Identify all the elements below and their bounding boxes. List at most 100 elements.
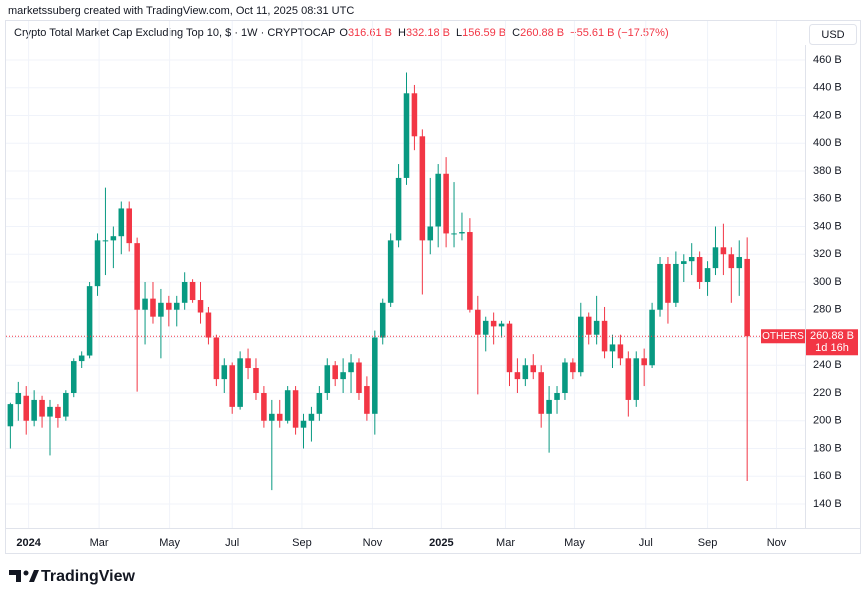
candle-body xyxy=(649,309,655,366)
x-tick-label: Nov xyxy=(363,537,383,549)
y-tick-label: 420 B xyxy=(813,109,842,121)
candle-body xyxy=(142,298,148,310)
legend-value: 332.18 B xyxy=(406,27,450,39)
x-tick-label: 2025 xyxy=(429,537,453,549)
y-tick-label: 320 B xyxy=(813,248,842,260)
candle-body xyxy=(482,320,489,335)
candle-body xyxy=(181,281,188,303)
candle-body xyxy=(189,281,196,301)
candle-body xyxy=(744,258,750,337)
candle-body xyxy=(173,302,180,310)
countdown-label: 1d 16h xyxy=(815,342,849,354)
candle-body xyxy=(15,392,22,405)
candle-body xyxy=(609,344,616,352)
candle-body xyxy=(237,358,243,407)
symbol-tag-label: OTHERS xyxy=(762,331,804,342)
candle-body xyxy=(712,247,719,269)
legend-key: H xyxy=(398,27,406,39)
candle-body xyxy=(166,302,172,310)
candle-body xyxy=(601,320,608,352)
candle-body xyxy=(673,263,679,303)
candle-body xyxy=(7,404,14,427)
candle-body xyxy=(63,392,69,417)
candle-body xyxy=(443,173,449,234)
candle-body xyxy=(506,323,513,373)
candle-body xyxy=(387,240,394,303)
candle-body xyxy=(134,243,140,310)
y-tick-label: 280 B xyxy=(813,304,842,316)
header: marketssuberg created with TradingView.c… xyxy=(8,5,354,17)
candle-body xyxy=(395,177,402,241)
legend-value: 156.59 B xyxy=(462,27,506,39)
candle-body xyxy=(86,286,93,356)
candle-body xyxy=(467,232,473,310)
candle-body xyxy=(245,358,251,369)
candle-body xyxy=(348,362,354,373)
candle-body xyxy=(324,365,331,393)
x-tick-label: Mar xyxy=(90,537,109,549)
legend-value: −55.61 B (−17.57%) xyxy=(570,27,668,39)
candle-body xyxy=(546,399,552,414)
y-tick-label: 460 B xyxy=(813,54,842,66)
candle-body xyxy=(102,240,109,242)
y-tick-label: 140 B xyxy=(813,498,842,510)
candle-body xyxy=(372,337,378,414)
candle-body xyxy=(221,365,228,380)
y-tick-label: 400 B xyxy=(813,137,842,149)
candle-body xyxy=(150,298,156,317)
candle-body xyxy=(55,406,61,418)
brand-name: TradingView xyxy=(41,568,136,585)
candle-body xyxy=(70,361,77,393)
candle-body xyxy=(728,254,735,269)
candle-body xyxy=(197,300,204,313)
candle-body xyxy=(269,413,275,421)
currency-button[interactable] xyxy=(809,24,857,45)
candle-body xyxy=(340,372,346,380)
legend-value: 316.61 B xyxy=(348,27,392,39)
candle-body xyxy=(538,372,544,414)
x-tick-label: 2024 xyxy=(16,537,41,549)
candle-body xyxy=(261,392,267,421)
candle-body xyxy=(419,136,426,241)
legend-key: L xyxy=(456,27,462,39)
candle-body xyxy=(554,392,560,400)
candle-body xyxy=(31,399,37,421)
x-tick-label: May xyxy=(159,537,180,549)
candle-body xyxy=(459,232,465,234)
logo-slash xyxy=(29,570,39,582)
x-tick-label: Sep xyxy=(292,537,312,549)
candle-body xyxy=(530,365,537,373)
candle-body xyxy=(126,208,132,244)
y-tick-label: 240 B xyxy=(813,359,842,371)
candle-body xyxy=(562,362,568,393)
price-tag xyxy=(806,329,858,356)
candle-body xyxy=(625,358,632,400)
candle-body xyxy=(300,420,307,428)
brand-logo: TradingView xyxy=(9,568,136,585)
y-tick-label: 440 B xyxy=(813,82,842,94)
candle-body xyxy=(696,257,703,282)
candle-body xyxy=(585,316,592,335)
ohlc-legend: O 316.61 B H 332.18 B L 156.59 B C 260.88 B −55.… xyxy=(339,27,668,39)
x-tick-label: May xyxy=(564,537,585,549)
legend-key: C xyxy=(512,27,520,39)
candle-body xyxy=(641,358,647,366)
logo-dot xyxy=(23,570,29,576)
candle-body xyxy=(681,261,687,264)
candle-body xyxy=(435,173,441,227)
chart-title: Crypto Total Market Cap Excluding Top 10… xyxy=(14,27,335,39)
y-tick-label: 340 B xyxy=(813,220,842,232)
candle-body xyxy=(284,390,291,421)
candle-body xyxy=(213,337,220,380)
candle-body xyxy=(522,365,529,380)
legend-key: O xyxy=(339,27,348,39)
legend-value: 260.88 B xyxy=(520,27,564,39)
candle-body xyxy=(617,344,624,359)
candle-body xyxy=(356,362,362,393)
currency-label[interactable]: USD xyxy=(821,29,844,41)
candle-body xyxy=(110,236,117,241)
